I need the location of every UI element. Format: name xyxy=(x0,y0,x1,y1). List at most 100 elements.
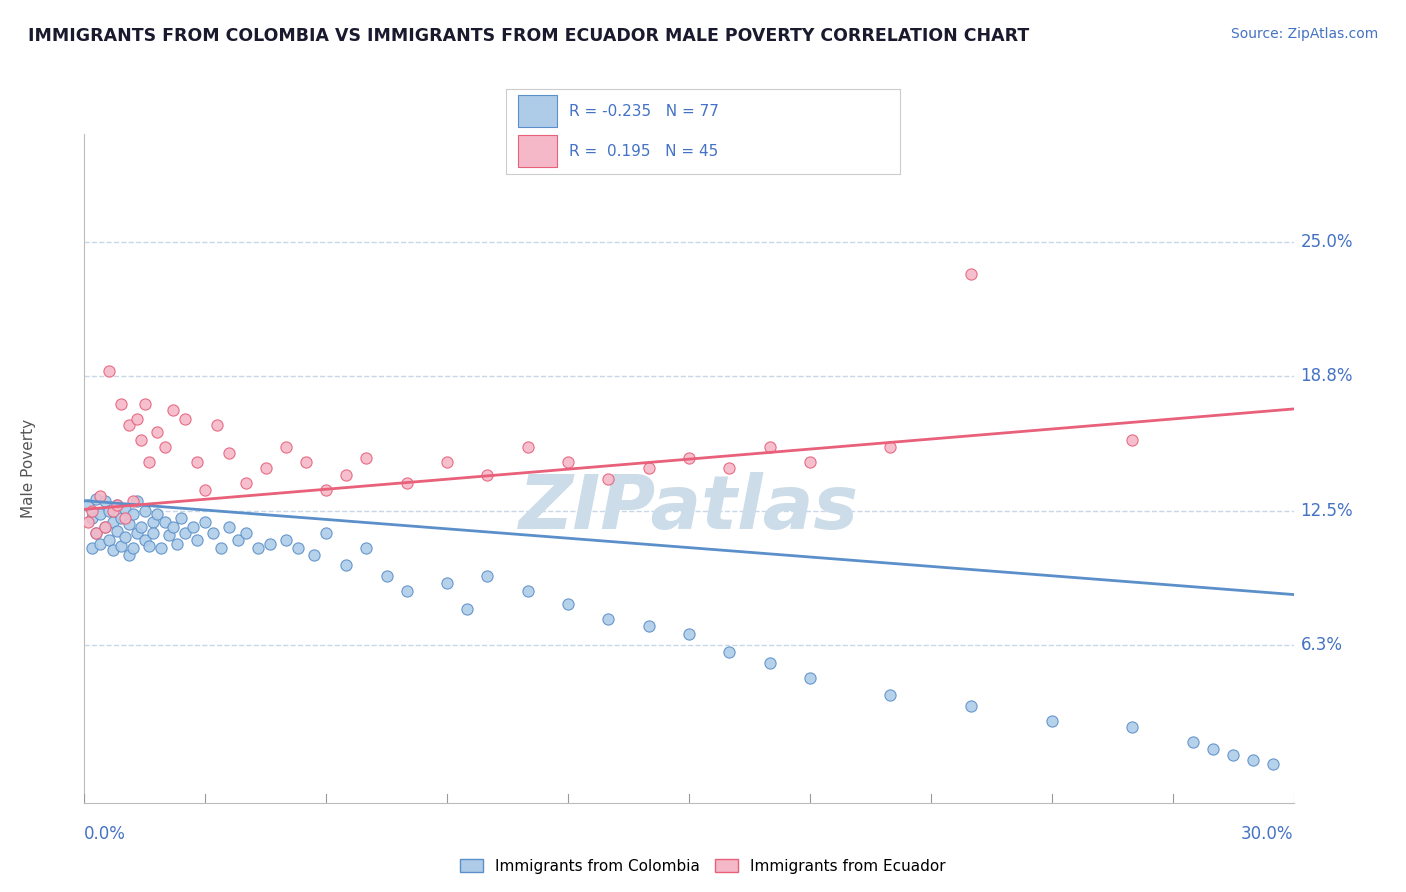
Point xyxy=(1202,742,1225,756)
Point xyxy=(718,461,741,475)
Point xyxy=(315,483,337,497)
Point xyxy=(335,467,357,482)
Point xyxy=(162,403,184,417)
Point xyxy=(879,688,901,702)
Point xyxy=(129,434,152,448)
Point xyxy=(146,425,169,439)
Point xyxy=(125,411,148,425)
Point xyxy=(86,526,108,541)
Point xyxy=(436,575,458,590)
Point xyxy=(110,396,132,410)
Point xyxy=(557,455,579,469)
Point xyxy=(799,455,821,469)
Point xyxy=(960,698,983,713)
Point xyxy=(114,511,136,525)
Point xyxy=(97,364,120,378)
Point xyxy=(110,539,132,553)
Point xyxy=(125,526,148,541)
Point xyxy=(110,511,132,525)
Point xyxy=(207,418,229,433)
Point xyxy=(516,440,538,454)
Point xyxy=(170,511,193,525)
Text: 30.0%: 30.0% xyxy=(1241,825,1294,843)
Point xyxy=(1181,735,1204,749)
Point xyxy=(1040,714,1063,728)
Point xyxy=(637,461,659,475)
Point xyxy=(218,446,240,460)
Point xyxy=(1121,720,1143,734)
Point xyxy=(121,541,143,556)
Point xyxy=(678,627,700,641)
Point xyxy=(129,519,152,533)
Point xyxy=(557,597,579,611)
Point xyxy=(105,524,128,538)
Point xyxy=(718,645,741,659)
Point xyxy=(799,671,821,685)
Bar xyxy=(517,95,557,128)
Point xyxy=(637,619,659,633)
Point xyxy=(174,526,197,541)
Point xyxy=(1121,434,1143,448)
Point xyxy=(218,519,240,533)
Point xyxy=(89,537,111,551)
Point xyxy=(97,504,120,518)
Point xyxy=(194,483,217,497)
Point xyxy=(598,612,620,626)
Point xyxy=(356,450,378,465)
Text: 18.8%: 18.8% xyxy=(1301,367,1353,384)
Text: R =  0.195   N = 45: R = 0.195 N = 45 xyxy=(569,144,718,159)
Point xyxy=(114,502,136,516)
Point xyxy=(142,526,165,541)
Point xyxy=(86,491,108,506)
Point xyxy=(302,548,325,562)
Point xyxy=(93,493,115,508)
Point xyxy=(82,511,104,525)
Text: Source: ZipAtlas.com: Source: ZipAtlas.com xyxy=(1230,27,1378,41)
Point xyxy=(246,541,269,556)
Point xyxy=(138,539,160,553)
Point xyxy=(678,450,700,465)
Point xyxy=(77,515,100,529)
Point xyxy=(274,533,297,547)
Point xyxy=(259,537,281,551)
Point xyxy=(436,455,458,469)
Point xyxy=(157,528,180,542)
Text: R = -0.235   N = 77: R = -0.235 N = 77 xyxy=(569,103,718,119)
Point xyxy=(226,533,249,547)
Point xyxy=(758,656,780,670)
Point xyxy=(274,440,297,454)
Point xyxy=(162,519,184,533)
Point xyxy=(181,519,204,533)
Point xyxy=(335,558,357,573)
Point xyxy=(598,472,620,486)
Point xyxy=(93,519,115,533)
Point xyxy=(254,461,277,475)
Point xyxy=(138,455,160,469)
Point xyxy=(93,519,115,533)
Point xyxy=(166,537,188,551)
Point xyxy=(174,411,197,425)
Point xyxy=(125,493,148,508)
Point xyxy=(82,541,104,556)
Point xyxy=(101,515,124,529)
Text: IMMIGRANTS FROM COLOMBIA VS IMMIGRANTS FROM ECUADOR MALE POVERTY CORRELATION CHA: IMMIGRANTS FROM COLOMBIA VS IMMIGRANTS F… xyxy=(28,27,1029,45)
Point xyxy=(153,515,176,529)
Point xyxy=(235,526,257,541)
Point xyxy=(1241,753,1264,767)
Point xyxy=(118,517,141,532)
Point xyxy=(149,541,172,556)
Point xyxy=(295,455,318,469)
Point xyxy=(118,548,141,562)
Point xyxy=(456,601,478,615)
Text: 25.0%: 25.0% xyxy=(1301,233,1353,251)
Point xyxy=(879,440,901,454)
Point xyxy=(287,541,309,556)
Point xyxy=(146,507,169,521)
Point xyxy=(89,507,111,521)
Legend: Immigrants from Colombia, Immigrants from Ecuador: Immigrants from Colombia, Immigrants fro… xyxy=(454,853,952,880)
Point xyxy=(516,584,538,599)
Point xyxy=(202,526,225,541)
Point xyxy=(153,440,176,454)
Point xyxy=(82,504,104,518)
Point xyxy=(89,489,111,503)
